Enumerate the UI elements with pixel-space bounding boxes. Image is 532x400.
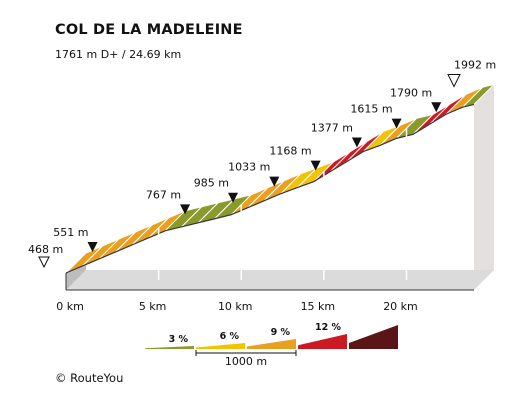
- distance-tick-label: 0 km: [56, 300, 84, 313]
- distance-tick-label: 15 km: [301, 300, 336, 313]
- altitude-marker-triangle: [180, 204, 191, 215]
- gradient-segments: [65, 83, 496, 291]
- profile-front-face: [66, 104, 474, 290]
- altitude-marker-label: 1168 m: [269, 145, 311, 158]
- distance-tick-label: 5 km: [139, 300, 167, 313]
- legend-label: 9 %: [271, 327, 291, 338]
- legend-swatch: [247, 339, 296, 349]
- altitude-marker-label: 1033 m: [228, 161, 270, 174]
- summit-marker-triangle: [447, 73, 461, 88]
- altitude-marker-triangle: [269, 176, 280, 187]
- altitude-marker-label: 1377 m: [311, 121, 353, 134]
- legend-swatch: [196, 343, 245, 349]
- legend-label: 3 %: [169, 334, 189, 345]
- altitude-marker-triangle: [431, 102, 442, 113]
- start-marker-label: 468 m: [28, 243, 63, 256]
- legend-scale-label: 1000 m: [225, 355, 267, 368]
- copyright-text: © RouteYou: [55, 371, 124, 385]
- altitude-marker-label: 1615 m: [350, 103, 392, 116]
- distance-tick-label: 20 km: [383, 300, 418, 313]
- altitude-marker-triangle: [351, 137, 362, 148]
- altitude-marker-label: 767 m: [146, 188, 181, 201]
- altitude-marker-label: 985 m: [194, 177, 229, 190]
- altitude-marker-label: 551 m: [53, 226, 88, 239]
- gradient-legend: 3 % 6 % 9 % 12 % 1000 m: [145, 322, 398, 368]
- distance-ticks: 0 km 5 km 10 km 15 km 20 km: [56, 128, 418, 313]
- summit-marker-label: 1992 m: [454, 58, 496, 71]
- start-marker-triangle: [38, 256, 50, 269]
- altitude-marker-triangle: [310, 160, 321, 171]
- altitude-marker-triangle: [227, 192, 238, 203]
- chart-subtitle: 1761 m D+ / 24.69 km: [55, 48, 182, 61]
- legend-label: 6 %: [220, 331, 240, 342]
- altitude-marker-triangle: [87, 241, 98, 252]
- profile-front-edge: [65, 103, 475, 274]
- legend-label: 12 %: [315, 322, 342, 333]
- chart-title: COL DE LA MADELEINE: [55, 22, 243, 38]
- legend-swatch: [349, 325, 398, 349]
- profile-ground: [66, 270, 494, 290]
- distance-tick-label: 10 km: [218, 300, 253, 313]
- altitude-marker-label: 1790 m: [390, 86, 432, 99]
- legend-swatch: [145, 346, 194, 349]
- legend-swatch: [298, 334, 347, 349]
- altitude-marker-triangle: [391, 118, 402, 129]
